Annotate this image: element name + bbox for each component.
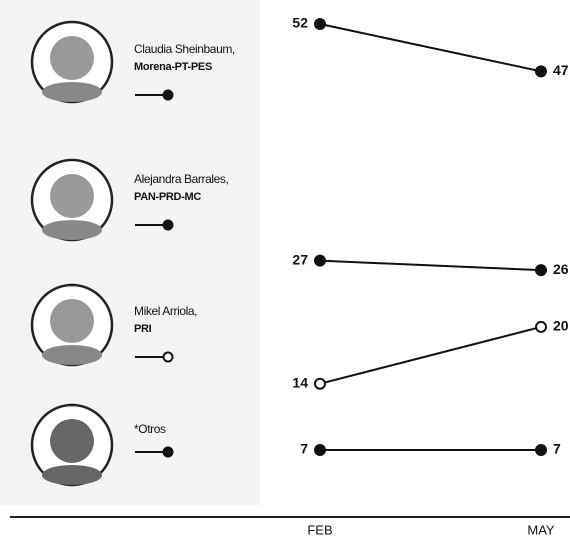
legend-name: Alejandra Barrales, (134, 172, 229, 186)
point (536, 66, 546, 76)
portrait-body (42, 345, 102, 365)
portrait-body (42, 220, 102, 240)
point (315, 256, 325, 266)
portrait-face (50, 36, 94, 80)
value-label: 27 (292, 251, 308, 267)
value-label: 47 (553, 62, 569, 78)
x-tick-label: MAY (527, 522, 555, 537)
legend-party: PRI (134, 323, 152, 335)
legend-party: PAN-PRD-MC (134, 191, 201, 203)
legend-name: *Otros (134, 422, 166, 436)
legend-name: Claudia Sheinbaum, (134, 42, 235, 56)
legend-dot (164, 221, 173, 230)
chart: FEB MAY Claudia Sheinbaum, Morena-PT-PES 52 4… (0, 0, 570, 539)
legend-dot (164, 91, 173, 100)
portrait-face (50, 299, 94, 343)
point (315, 379, 325, 389)
slope-line (320, 261, 541, 270)
value-label: 14 (292, 374, 308, 390)
slope-line (320, 24, 541, 71)
portrait-body (42, 465, 102, 485)
value-label: 20 (553, 318, 569, 334)
legend-name: Mikel Arriola, (134, 304, 197, 318)
portrait-face (50, 419, 94, 463)
x-tick-label: FEB (307, 522, 332, 537)
point (536, 322, 546, 332)
point (536, 265, 546, 275)
slope-line (320, 327, 541, 384)
value-label: 7 (553, 441, 561, 457)
legend-dot (164, 353, 173, 362)
value-label: 7 (300, 441, 308, 457)
legend-party: Morena-PT-PES (134, 61, 212, 73)
value-label: 26 (553, 261, 569, 277)
point (315, 445, 325, 455)
point (315, 19, 325, 29)
value-label: 52 (292, 15, 308, 31)
legend-dot (164, 448, 173, 457)
portrait-body (42, 82, 102, 102)
point (536, 445, 546, 455)
portrait-face (50, 174, 94, 218)
